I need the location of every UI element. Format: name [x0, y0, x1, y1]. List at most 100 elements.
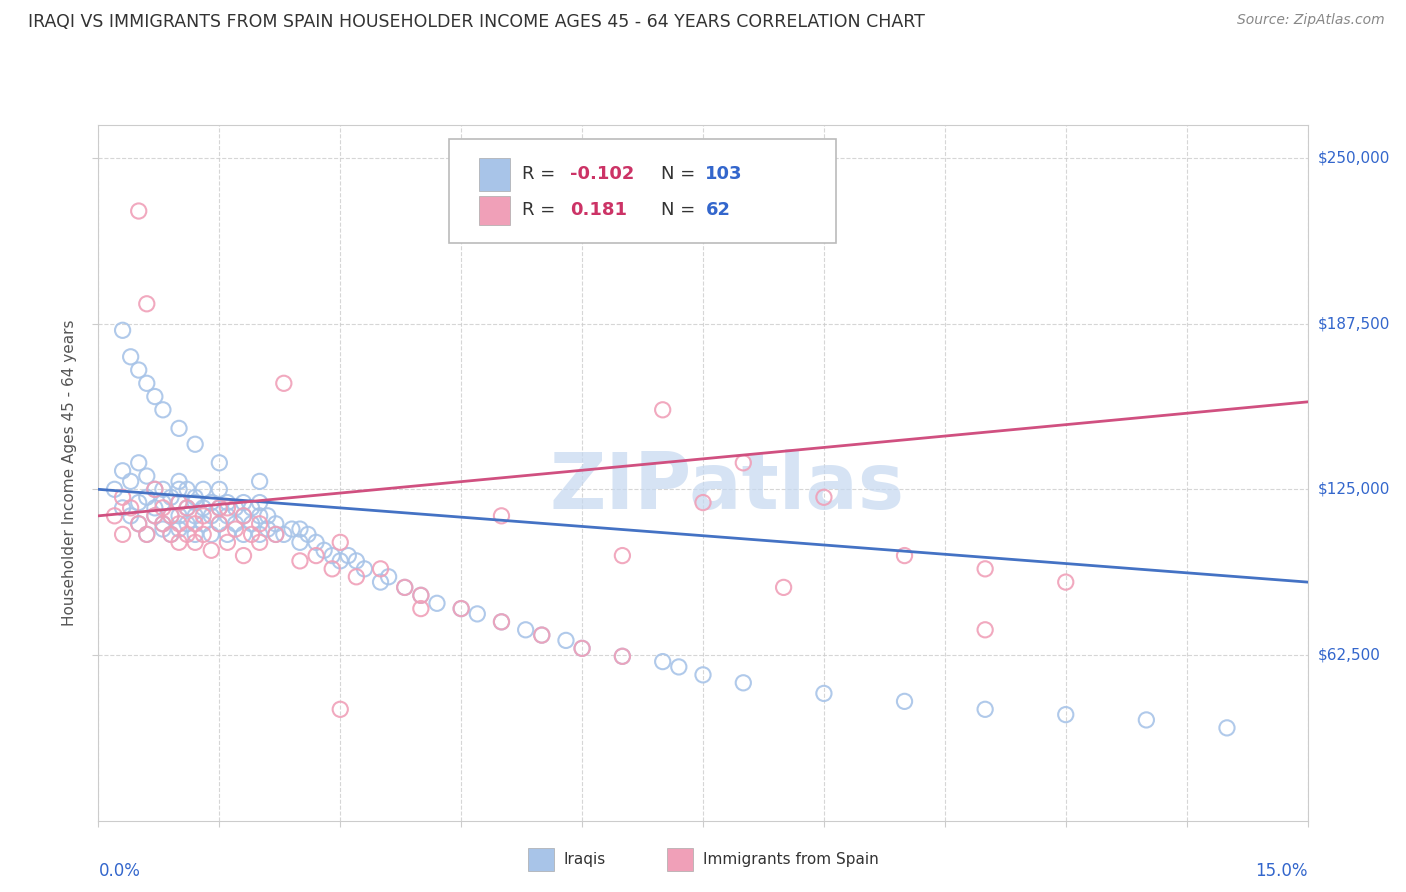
Point	[167, 522, 190, 536]
Point	[111, 464, 134, 478]
Point	[217, 495, 239, 509]
Point	[208, 516, 231, 531]
Point	[128, 516, 150, 531]
Point	[491, 615, 513, 629]
Point	[167, 475, 190, 489]
Point	[321, 549, 343, 563]
Point	[111, 527, 134, 541]
Point	[450, 601, 472, 615]
Point	[733, 675, 755, 690]
Point	[450, 601, 472, 615]
Point	[409, 588, 432, 602]
Point	[344, 570, 367, 584]
Point	[193, 516, 215, 531]
Point	[143, 483, 166, 497]
Point	[377, 570, 399, 584]
Point	[176, 516, 198, 531]
Text: 103: 103	[706, 165, 742, 183]
Point	[893, 694, 915, 708]
Point	[184, 516, 207, 531]
Point	[232, 508, 254, 523]
Point	[224, 522, 246, 536]
Point	[668, 660, 690, 674]
Point	[120, 475, 142, 489]
Point	[160, 490, 183, 504]
Point	[232, 527, 254, 541]
Point	[692, 668, 714, 682]
Point	[128, 456, 150, 470]
Point	[530, 628, 553, 642]
Point	[193, 508, 215, 523]
Point	[200, 495, 222, 509]
Point	[135, 297, 157, 311]
Point	[143, 508, 166, 523]
Point	[184, 527, 207, 541]
Point	[240, 527, 263, 541]
Point	[256, 508, 278, 523]
Point	[128, 516, 150, 531]
Point	[288, 522, 311, 536]
Point	[193, 527, 215, 541]
Point	[167, 421, 190, 435]
Point	[281, 522, 304, 536]
Point	[1054, 707, 1077, 722]
Point	[208, 500, 231, 515]
Point	[530, 628, 553, 642]
Point	[515, 623, 537, 637]
Point	[184, 535, 207, 549]
Y-axis label: Householder Income Ages 45 - 64 years: Householder Income Ages 45 - 64 years	[62, 319, 77, 626]
Point	[111, 490, 134, 504]
Point	[135, 527, 157, 541]
Point	[167, 508, 190, 523]
Point	[1135, 713, 1157, 727]
Point	[217, 535, 239, 549]
Point	[273, 527, 295, 541]
Point	[152, 516, 174, 531]
Point	[353, 562, 375, 576]
Point	[264, 527, 287, 541]
Text: $187,500: $187,500	[1317, 316, 1389, 331]
Point	[217, 527, 239, 541]
Point	[200, 543, 222, 558]
Point	[344, 554, 367, 568]
Text: 0.181: 0.181	[569, 201, 627, 219]
Point	[176, 483, 198, 497]
Point	[232, 508, 254, 523]
Point	[135, 469, 157, 483]
Point	[208, 516, 231, 531]
Point	[426, 596, 449, 610]
Point	[1216, 721, 1239, 735]
FancyBboxPatch shape	[449, 139, 837, 244]
Point	[240, 516, 263, 531]
Text: R =: R =	[522, 165, 555, 183]
Point	[128, 495, 150, 509]
Point	[217, 500, 239, 515]
Point	[974, 562, 997, 576]
Point	[264, 527, 287, 541]
Point	[249, 475, 271, 489]
FancyBboxPatch shape	[527, 848, 554, 871]
Point	[692, 495, 714, 509]
Point	[160, 508, 183, 523]
Point	[240, 500, 263, 515]
Point	[167, 495, 190, 509]
Point	[409, 601, 432, 615]
Point	[733, 456, 755, 470]
Text: $125,000: $125,000	[1317, 482, 1389, 497]
Point	[176, 527, 198, 541]
FancyBboxPatch shape	[479, 196, 509, 225]
Point	[329, 554, 352, 568]
Point	[974, 702, 997, 716]
Point	[370, 562, 392, 576]
Point	[491, 508, 513, 523]
Text: R =: R =	[522, 201, 555, 219]
Point	[314, 543, 336, 558]
Point	[612, 649, 634, 664]
Point	[160, 508, 183, 523]
Point	[249, 516, 271, 531]
Point	[256, 522, 278, 536]
Point	[370, 575, 392, 590]
Text: $62,500: $62,500	[1317, 648, 1381, 663]
Point	[120, 350, 142, 364]
Point	[249, 508, 271, 523]
